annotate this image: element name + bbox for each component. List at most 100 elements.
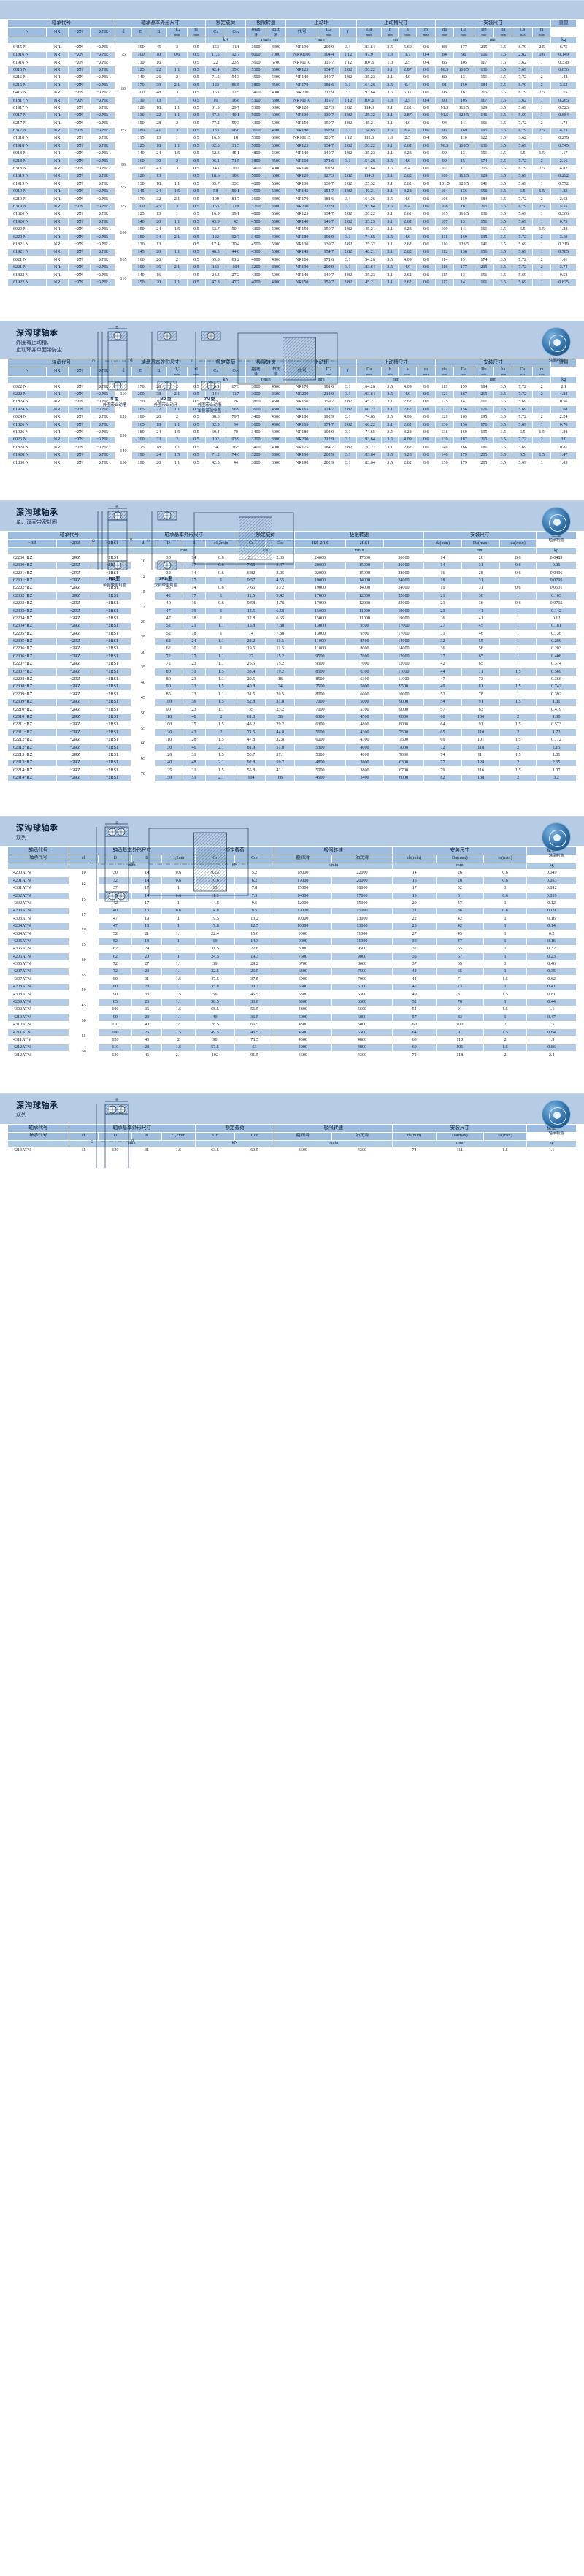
table-row[interactable]: 61822 N NR −ZN −ZNR 110 140 16 1 0.5 24.3 27.2 4300… (7, 270, 577, 287)
table-row[interactable]: 4205ATN 25 52 18 1 19 14.3 9000 11000 30 47 1 0.16 (7, 937, 577, 954)
table-row[interactable]: 61928 N NR −ZN −ZNR 190 24 1.5 0.5 71.2 74.6 3200 3… (7, 451, 577, 460)
table-row[interactable]: 61818 N NR −ZN −ZNR 115 13 1 0.5 16.5 18 5300 6300 N… (7, 134, 577, 143)
table-row[interactable]: 4203ATN 17 40 16 0.6 14.8 9.5 12000 15000 21 36 0.6… (7, 906, 577, 923)
table-row[interactable]: 62205−RZ −2RZ −2RS1 25 52 18 1 14 7.88 13000 9500 1… (7, 630, 577, 646)
cell: 24 (150, 225, 168, 234)
table-row[interactable]: 62211−RZ −2RZ −2RS1 55 100 25 1.5 43.2 29.2 6300 4… (7, 720, 577, 737)
table-row[interactable]: 62308−RZ −2RZ −2RS1 90 33 1.5 40.8 24 7500 5600 95… (7, 682, 577, 692)
table-row[interactable]: 61817 N NR −ZN −ZNR 110 13 1 0.5 16 16.8 5300 6300 N… (7, 96, 577, 105)
table-row[interactable]: 6318 N NR −ZN −ZNR 190 43 3 0.5 143 107 3400 4000 NR… (7, 164, 577, 173)
table-row[interactable]: 61922 N NR −ZN −ZNR 150 20 1.1 0.5 47.8 47.7 4000 4… (7, 278, 577, 287)
table-row[interactable]: 62311−RZ −2RZ −2RS1 120 43 2 71.5 44.8 5600 4300 7… (7, 728, 577, 737)
cell: NR (45, 81, 69, 90)
table-row[interactable]: 62202−RZ −2RZ −2RS1 15 35 14 0.6 7.65 3.72 19000 1… (7, 584, 577, 600)
cell: 3400 (245, 413, 266, 422)
table-row[interactable]: 62313−RZ −2RZ −2RS1 140 48 2.1 92.8 59.7 4800 360… (7, 758, 577, 768)
table-row[interactable]: 4208ATN 40 80 23 1.1 35.8 30.2 5600 6700 47 73 1 0.4… (7, 982, 577, 999)
table-row[interactable]: 4213ATN 65 120 31 1.5 63.5 60.5 3600 4300 74 111 1.… (7, 1146, 577, 1155)
table-row[interactable]: 6222 N NR −ZN −ZNR 200 38 2.1 0.5 144 117 3000 3600… (7, 390, 577, 399)
table-row[interactable]: 4209ATN 45 85 23 1.1 38.5 33.8 5300 6300 52 78 1 0.4… (7, 998, 577, 1014)
table-row[interactable]: 4305ATN 62 24 1.1 31.5 22.8 8000 9500 32 55 1 0.32 (7, 944, 577, 954)
table-row[interactable]: 62305−RZ −2RZ −2RS1 62 24 1.1 22.2 11.5 11000 850… (7, 637, 577, 646)
table-row[interactable]: 61918 N NR −ZN −ZNR 125 18 1.1 0.5 32.8 31.5 5000 6… (7, 142, 577, 150)
table-row[interactable]: 4206ATN 30 62 20 1 24.5 19.3 7500 9000 35 57 1 0.23 (7, 952, 577, 968)
table-row[interactable]: 62209−RZ −2RZ −2RS1 45 85 23 1.1 31.5 20.5 8000 60… (7, 690, 577, 707)
table-row[interactable]: 6017 N NR −ZN −ZNR 85 130 22 1.1 0.5 47.3 40.1 5000… (7, 111, 577, 150)
table-row[interactable]: 62312−RZ −2RZ −2RS1 130 46 2.1 81.9 51.8 5300 400… (7, 744, 577, 752)
table-row[interactable]: 62309−RZ −2RZ −2RS1 100 36 1.5 52.8 31.8 7000 500… (7, 697, 577, 707)
table-row[interactable]: 4204ATN 20 47 18 1 17.8 12.5 10000 13000 25 42 1 0.1… (7, 922, 577, 939)
table-row[interactable]: 61826 N NR −ZN −ZNR 165 18 1.1 0.5 32.5 34 3600 430… (7, 421, 577, 429)
table-row[interactable]: 62208−RZ −2RZ −2RS1 40 80 23 1.1 29.5 18 8500 6300… (7, 675, 577, 692)
table-row[interactable]: 62203−RZ −2RZ −2RS1 17 40 16 0.6 9.58 4.78 17000 1… (7, 599, 577, 616)
table-row[interactable]: 61917 N NR −ZN −ZNR 120 18 1.1 0.5 31.9 29.7 5300 6… (7, 104, 577, 112)
table-row[interactable]: 6216 N NR −ZN −ZNR 140 26 2 0.5 71.5 54.3 4500 5300… (7, 73, 577, 83)
table-row[interactable]: 62212−RZ −2RZ −2RS1 60 110 28 1.5 47.8 32.8 6000 4… (7, 735, 577, 752)
table-row[interactable]: 6317 N NR −ZN −ZNR 180 41 3 0.5 133 96.6 3600 4300 N… (7, 126, 577, 135)
table-row[interactable]: 61820 N NR −ZN −ZNR 125 13 1 0.5 16.9 19.1 4800 560… (7, 210, 577, 219)
cell: 2.62 (398, 397, 418, 407)
table-row[interactable]: 6016 N NR −ZN −ZNR 80 125 22 1.1 0.5 42.4 35.6 5300… (7, 66, 577, 112)
table-row[interactable]: 4312ATN 130 46 2.1 102 91.5 3600 4300 72 118 2 2.4 (7, 1051, 577, 1060)
table-row[interactable]: 6416 N NR −ZN −ZNR 200 48 3 0.5 163 12.5 3400 4000 N… (7, 88, 577, 98)
table-row[interactable]: 4202ATN1535140.611.97.5140001700019310.6… (7, 892, 577, 908)
table-row[interactable]: 62207−RZ −2RZ −2RS1 35 72 23 1.1 25.5 15.2 9500 70… (7, 660, 577, 676)
table-row[interactable]: 6219 N NR −ZN −ZNR 95 170 32 2.1 0.5 109 81.7 3600 4… (7, 195, 577, 219)
col-8: 油润滑 (331, 854, 393, 863)
table-row[interactable]: 6021 N NR −ZN −ZNR 160 26 2 0.5 69.8 61.2 4000 4800… (7, 256, 577, 264)
table-row[interactable]: 62314−RZ −2RZ −2RS1 150 51 2.1 104 68 4500 3400 60… (7, 773, 577, 783)
table-row[interactable]: 4303ATN 47 19 1 19.5 13.2 10000 13000 22 42 1 0.16 (7, 914, 577, 923)
table-row[interactable]: 61921 N NR −ZN −ZNR 105 145 20 1.1 0.5 46.3 44.8 43… (7, 248, 577, 272)
table-row[interactable]: 4307ATN 80 31 1.5 47.5 37.5 6000 7000 44 71 1.5 0.6… (7, 975, 577, 984)
table-row[interactable]: 61830 N NR −ZN −ZNR 150 190 20 1.1 0.5 42.5 44 3000… (7, 458, 577, 467)
cell: 62310−RZ (7, 713, 58, 722)
cell: −ZN (67, 96, 91, 105)
table-row[interactable]: 62307−RZ −2RZ −2RS1 80 31 1.5 33.4 19.2 8500 6300… (7, 668, 577, 676)
table-row[interactable]: 61924 N NR −ZN −ZNR 120 165 22 1.1 0.5 57.2 56.9 36… (7, 405, 577, 429)
cell: 190 (131, 263, 151, 272)
table-row[interactable]: 61816 N NR −ZN −ZNR 100 10 0.6 0.5 11.6 12.7 6000 7… (7, 50, 577, 60)
table-row[interactable]: 61920 N NR −ZN −ZNR 100 140 20 1.1 0.5 43.9 42 4500… (7, 218, 577, 249)
table-row[interactable]: 4304ATN 52 21 1.1 22.4 15.6 9000 11000 27 45 1 0.2 (7, 929, 577, 939)
table-row[interactable]: 4308ATN 90 33 1.5 56 45.5 5300 6300 49 81 1.5 0.81 (7, 990, 577, 999)
table-row[interactable]: 61819 N NR −ZN −ZNR 120 13 1 0.5 18.6 18.6 5000 600… (7, 172, 577, 181)
table-row[interactable]: 6221 N NR −ZN −ZNR 190 36 2.1 0.5 133 104 3200 3800… (7, 263, 577, 272)
table-row[interactable]: 62206−RZ −2RZ −2RS1 30 62 20 1 19.5 11.5 11000 800… (7, 644, 577, 661)
table-row[interactable]: 4212ATN 60 110 28 1.5 57.5 53 4000 4800 69 101 1.5 0… (7, 1043, 577, 1060)
cell: 96 (453, 50, 474, 60)
table-row[interactable]: 6019 N NR −ZN −ZNR 145 24 1.5 0.5 58 50.1 4500 5300… (7, 187, 577, 196)
table-row[interactable]: 62304−RZ −2RZ −2RS1 52 21 1.1 15.8 7.88 13000 950… (7, 622, 577, 631)
cell: 13 (150, 96, 168, 105)
table-row[interactable]: 4207ATN 35 72 23 1.1 32.5 26.5 6300 7500 42 65 1 0.3… (7, 967, 577, 984)
table-row[interactable]: 62310−RZ −2RZ −2RS1 110 40 2 61.8 38 6300 4500 800… (7, 713, 577, 722)
table-row[interactable]: 62302−RZ −2RZ −2RS1 42 17 1 11.5 5.42 17000 12000… (7, 592, 577, 600)
table-row[interactable]: 6026 N NR −ZN −ZNR 200 33 2 0.5 102 93.9 3200 3800 N… (7, 435, 577, 445)
table-row[interactable]: 62214−RZ −2RZ −2RS1 70 125 31 1.5 55.8 41.1 5000 3… (7, 766, 577, 782)
table-row[interactable]: 6024 N NR −ZN −ZNR 180 28 2 0.5 88.3 79.7 3400 4000… (7, 413, 577, 422)
col-12: da(min) (423, 539, 463, 549)
table-row[interactable]: 61828 N NR −ZN −ZNR 140 175 18 1.1 0.5 34 36.5 3400… (7, 443, 577, 459)
table-row[interactable]: 4211ATN 55 100 25 1.5 49.5 45.5 4500 5300 64 91 1.5… (7, 1028, 577, 1044)
table-row[interactable]: 6319 N NR −ZN −ZNR 200 45 3 0.5 153 118 3200 3800 NR… (7, 202, 577, 211)
table-row[interactable]: 4306ATN 72 27 1.1 39 29.2 6700 8000 37 65 1 0.46 (7, 960, 577, 968)
table-row[interactable]: 62306−RZ −2RZ −2RS1 72 27 1.1 27 15.2 9500 7000 12… (7, 652, 577, 661)
table-row[interactable]: 6220 N NR −ZN −ZNR 180 34 2.1 0.5 122 92.7 3400 400… (7, 233, 577, 242)
table-row[interactable]: 61821 N NR −ZN −ZNR 130 13 1 0.5 17.4 20.4 4500 530… (7, 240, 577, 249)
table-row[interactable]: 62213−RZ −2RZ −2RS1 65 120 31 1.5 50.7 37.1 5300 4… (7, 751, 577, 768)
table-row[interactable]: 6018 N NR −ZN −ZNR 90 140 24 1.5 0.5 52.3 45.1 4800… (7, 149, 577, 181)
table-row[interactable]: 4210ATN 50 90 23 1.1 40 36.5 5000 6000 57 83 1 0.47 (7, 1013, 577, 1030)
table-row[interactable]: 6415 N NR −ZN −ZNR 75 190 45 3 0.5 153 114 3600 4300… (7, 43, 577, 67)
table-row[interactable]: 6020 N NR −ZN −ZNR 150 24 1.5 0.5 63.7 50.4 4300 50… (7, 225, 577, 234)
table-row[interactable]: 61926 N NR −ZN −ZNR 130 180 24 1.5 0.5 69.4 70 3400… (7, 428, 577, 445)
table-row[interactable]: 61919 N NR −ZN −ZNR 95 130 18 1.1 0.5 33.7 33.3 480… (7, 180, 577, 196)
table-row[interactable]: 6217 N NR −ZN −ZNR 150 28 2 0.5 77.2 59.3 4300 5000… (7, 119, 577, 128)
table-row[interactable]: 6216 N NR −ZN −ZNR 170 39 2.1 0.5 123 86.5 3800 450… (7, 81, 577, 90)
table-row[interactable]: 61916 N NR −ZN −ZNR 110 16 1 0.5 22 23.9 5600 6700 N… (7, 58, 577, 67)
table-row[interactable]: 6218 N NR −ZN −ZNR 160 30 2 0.5 96.1 71.5 3800 4500… (7, 157, 577, 166)
table-row[interactable]: 62210−RZ −2RZ −2RS1 50 90 23 1.1 35 23.2 7000 5300… (7, 706, 577, 722)
table-row[interactable]: 62303−RZ −2RZ −2RS1 47 19 1 13.5 6.58 15000 11000… (7, 606, 577, 616)
table-row[interactable]: 62204−RZ −2RZ −2RS1 20 47 18 1 12.8 6.65 15000 110… (7, 614, 577, 631)
cell: 2.82 (339, 405, 357, 414)
table-row[interactable]: 4302ATN 42 17 1 14.8 9.5 12000 15000 20 37 1 0.12 (7, 899, 577, 908)
